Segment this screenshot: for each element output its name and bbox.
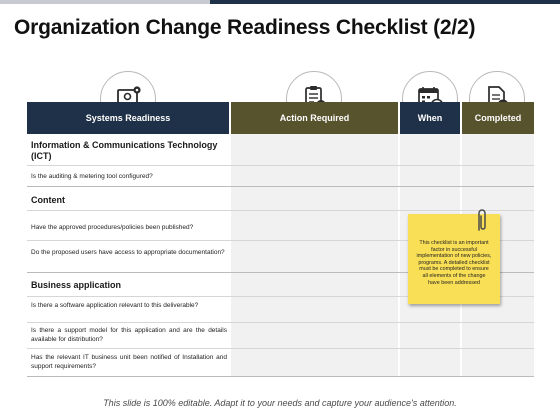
checklist-item: Is the auditing & metering tool configur… — [31, 173, 153, 180]
checklist-item: Have the approved procedures/policies be… — [31, 224, 194, 231]
section-heading-ict: Information & Communications Technology … — [31, 140, 218, 161]
column-header-completed: Completed — [462, 102, 534, 134]
column-header-when: When — [400, 102, 460, 134]
top-accent-bar-light — [0, 0, 210, 4]
top-accent-bar-dark — [210, 0, 560, 4]
table-bottom-border — [27, 376, 534, 377]
checklist-item: Is there a software application relevant… — [31, 302, 199, 309]
sticky-note-text: This checklist is an important factor in… — [416, 240, 492, 286]
section-divider — [27, 272, 534, 273]
row-divider — [27, 296, 534, 297]
paperclip-icon — [478, 209, 486, 231]
row-divider — [27, 210, 534, 211]
checklist-item: Is there a support model for this applic… — [31, 327, 227, 343]
page-title: Organization Change Readiness Checklist … — [14, 16, 476, 39]
sticky-note: This checklist is an important factor in… — [408, 214, 500, 304]
column-header-action: Action Required — [231, 102, 398, 134]
row-divider — [27, 165, 534, 166]
checklist-item: Do the proposed users have access to app… — [31, 249, 225, 256]
section-divider — [27, 186, 534, 187]
column-body-action — [231, 134, 398, 376]
section-heading-business-application: Business application — [31, 280, 122, 290]
column-header-systems: Systems Readiness — [27, 102, 229, 134]
section-heading-content: Content — [31, 195, 65, 205]
footer-caption: This slide is 100% editable. Adapt it to… — [103, 398, 457, 408]
checklist-item: Has the relevant IT business unit been n… — [31, 354, 227, 370]
row-divider — [27, 348, 534, 349]
row-divider — [27, 322, 534, 323]
row-divider — [27, 240, 534, 241]
top-accent-bar — [0, 0, 560, 4]
